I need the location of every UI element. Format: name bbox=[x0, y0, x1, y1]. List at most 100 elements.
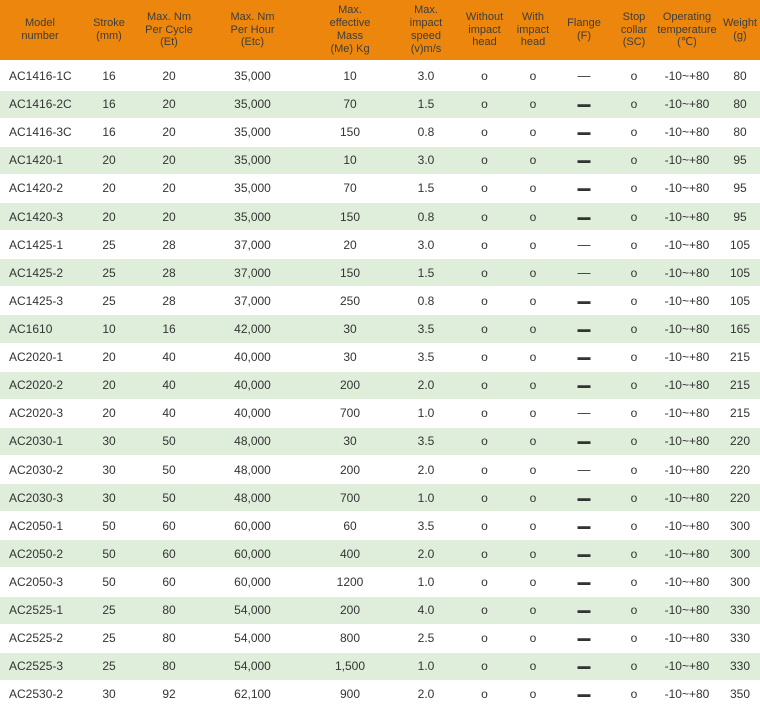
cell-stroke: 10 bbox=[80, 314, 138, 344]
cell-flange: — bbox=[554, 286, 614, 316]
cell-model: AC1416-3C bbox=[0, 117, 80, 147]
cell-stroke: 30 bbox=[80, 454, 138, 485]
cell-stroke: 20 bbox=[80, 342, 138, 372]
cell-without_head: o bbox=[457, 623, 512, 653]
cell-temp: -10~+80 bbox=[654, 89, 720, 119]
cell-mass: 10 bbox=[305, 60, 395, 91]
cell-without_head: o bbox=[457, 567, 512, 597]
column-header-speed: Max. impact speed (v)m/s bbox=[395, 0, 457, 62]
cell-weight: 215 bbox=[720, 398, 760, 428]
cell-stop_collar: o bbox=[614, 539, 654, 569]
column-header-mass: Max. effective Mass (Me) Kg bbox=[305, 0, 395, 62]
cell-stroke: 25 bbox=[80, 286, 138, 316]
table-row: AC2030-2 30 50 48,000 200 2.0 o o — o -10~+80 220 bbox=[0, 454, 760, 485]
cell-flange: — bbox=[554, 481, 614, 513]
cell-mass: 1,500 bbox=[305, 651, 395, 681]
table-row: AC2020-1 20 40 40,000 30 3.5 o o — o -10~+80 215 bbox=[0, 342, 760, 372]
cell-stroke: 16 bbox=[80, 60, 138, 91]
cell-flange: — bbox=[554, 595, 614, 625]
cell-speed: 3.5 bbox=[395, 511, 457, 541]
cell-flange: — bbox=[554, 651, 614, 681]
cell-without_head: o bbox=[457, 539, 512, 569]
cell-model: AC2030-1 bbox=[0, 426, 80, 456]
cell-with_head: o bbox=[512, 483, 554, 513]
cell-nm_hour: 60,000 bbox=[200, 539, 305, 569]
cell-without_head: o bbox=[457, 314, 512, 344]
cell-speed: 4.0 bbox=[395, 595, 457, 625]
cell-temp: -10~+80 bbox=[654, 679, 720, 710]
cell-with_head: o bbox=[512, 567, 554, 597]
cell-flange: — bbox=[554, 201, 614, 232]
cell-weight: 220 bbox=[720, 454, 760, 485]
cell-with_head: o bbox=[512, 89, 554, 119]
cell-stroke: 25 bbox=[80, 623, 138, 653]
cell-nm_cycle: 50 bbox=[138, 483, 200, 513]
flange-dash-icon: — bbox=[577, 509, 591, 541]
cell-without_head: o bbox=[457, 511, 512, 541]
cell-nm_cycle: 20 bbox=[138, 145, 200, 175]
cell-weight: 330 bbox=[720, 623, 760, 653]
table-row: AC1425-3 25 28 37,000 250 0.8 o o — o -10~+80 105 bbox=[0, 286, 760, 316]
cell-with_head: o bbox=[512, 651, 554, 681]
table-row: AC1425-1 25 28 37,000 20 3.0 o o — o -10~+80 105 bbox=[0, 230, 760, 260]
cell-nm_cycle: 80 bbox=[138, 623, 200, 653]
cell-model: AC2050-3 bbox=[0, 567, 80, 597]
cell-model: AC2050-1 bbox=[0, 511, 80, 541]
cell-nm_hour: 37,000 bbox=[200, 258, 305, 288]
cell-nm_hour: 35,000 bbox=[200, 117, 305, 147]
flange-dash-icon: — bbox=[577, 481, 591, 513]
cell-stroke: 16 bbox=[80, 89, 138, 119]
cell-speed: 1.0 bbox=[395, 398, 457, 428]
cell-mass: 20 bbox=[305, 230, 395, 260]
cell-speed: 0.8 bbox=[395, 201, 457, 232]
cell-stop_collar: o bbox=[614, 426, 654, 456]
table-row: AC2050-2 50 60 60,000 400 2.0 o o — o -10~+80 300 bbox=[0, 539, 760, 569]
cell-speed: 1.0 bbox=[395, 567, 457, 597]
cell-flange: — bbox=[554, 454, 614, 485]
cell-model: AC1425-2 bbox=[0, 258, 80, 288]
cell-stroke: 20 bbox=[80, 173, 138, 203]
cell-mass: 60 bbox=[305, 511, 395, 541]
cell-temp: -10~+80 bbox=[654, 286, 720, 316]
cell-speed: 3.0 bbox=[395, 60, 457, 91]
cell-stop_collar: o bbox=[614, 230, 654, 260]
table-row: AC2050-1 50 60 60,000 60 3.5 o o — o -10~+80 300 bbox=[0, 509, 760, 541]
cell-mass: 700 bbox=[305, 398, 395, 428]
table-row: AC1420-1 20 20 35,000 10 3.0 o o — o -10~+80 95 bbox=[0, 145, 760, 175]
cell-stop_collar: o bbox=[614, 623, 654, 653]
cell-mass: 70 bbox=[305, 89, 395, 119]
cell-temp: -10~+80 bbox=[654, 201, 720, 232]
cell-nm_cycle: 28 bbox=[138, 258, 200, 288]
cell-flange: — bbox=[554, 426, 614, 456]
cell-speed: 2.0 bbox=[395, 454, 457, 485]
cell-stroke: 30 bbox=[80, 483, 138, 513]
cell-model: AC2020-1 bbox=[0, 342, 80, 372]
cell-without_head: o bbox=[457, 173, 512, 203]
cell-mass: 30 bbox=[305, 314, 395, 344]
cell-stop_collar: o bbox=[614, 258, 654, 288]
cell-with_head: o bbox=[512, 426, 554, 456]
cell-mass: 800 bbox=[305, 623, 395, 653]
cell-temp: -10~+80 bbox=[654, 314, 720, 344]
flange-dash-icon: — bbox=[577, 87, 591, 120]
cell-mass: 30 bbox=[305, 342, 395, 372]
cell-mass: 1200 bbox=[305, 567, 395, 597]
cell-nm_cycle: 28 bbox=[138, 230, 200, 260]
column-header-stroke: Stroke (mm) bbox=[80, 0, 138, 62]
cell-nm_cycle: 28 bbox=[138, 286, 200, 316]
cell-weight: 80 bbox=[720, 117, 760, 147]
flange-dash-icon: — bbox=[577, 67, 591, 83]
cell-weight: 165 bbox=[720, 314, 760, 344]
cell-stroke: 25 bbox=[80, 258, 138, 288]
table-row: AC1425-2 25 28 37,000 150 1.5 o o — o -10~+80 105 bbox=[0, 258, 760, 288]
cell-model: AC1420-2 bbox=[0, 173, 80, 203]
cell-stop_collar: o bbox=[614, 595, 654, 625]
cell-stop_collar: o bbox=[614, 454, 654, 485]
flange-dash-icon: — bbox=[577, 461, 591, 477]
cell-with_head: o bbox=[512, 60, 554, 91]
cell-nm_cycle: 16 bbox=[138, 314, 200, 344]
cell-stroke: 30 bbox=[80, 426, 138, 456]
cell-speed: 0.8 bbox=[395, 286, 457, 316]
table-body: AC1416-1C 16 20 35,000 10 3.0 o o — o -10~+80 80 AC1… bbox=[0, 60, 760, 710]
cell-with_head: o bbox=[512, 370, 554, 400]
